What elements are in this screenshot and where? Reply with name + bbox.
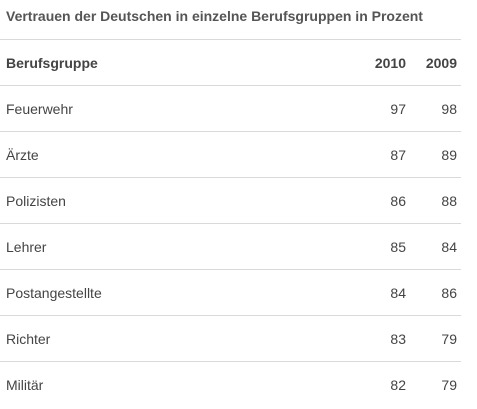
value-2010: 97 [390, 101, 406, 117]
table-header-row: Berufsgruppe 2010 2009 [0, 40, 461, 86]
occupation-name: Ärzte [6, 147, 39, 163]
occupation-name: Polizisten [6, 193, 66, 209]
value-2009: 98 [441, 101, 457, 117]
value-2010: 84 [390, 285, 406, 301]
value-2010: 85 [390, 239, 406, 255]
table-row: Polizisten 86 88 [0, 178, 461, 224]
value-2010: 86 [390, 193, 406, 209]
value-2009: 79 [441, 377, 457, 393]
value-2010: 82 [390, 377, 406, 393]
trust-table: Berufsgruppe 2010 2009 Feuerwehr 97 98 Ä… [0, 39, 461, 408]
table-row: Lehrer 85 84 [0, 224, 461, 270]
occupation-name: Richter [6, 331, 51, 347]
table-row: Postangestellte 84 86 [0, 270, 461, 316]
header-year-2010: 2010 [374, 55, 406, 71]
header-occupation-group: Berufsgruppe [6, 55, 98, 71]
value-2009: 79 [441, 331, 457, 347]
occupation-name: Lehrer [6, 239, 47, 255]
table-row: Militär 82 79 [0, 362, 461, 408]
value-2010: 87 [390, 147, 406, 163]
value-2009: 88 [441, 193, 457, 209]
value-2010: 83 [390, 331, 406, 347]
table-title: Vertrauen der Deutschen in einzelne Beru… [6, 8, 423, 24]
table-row: Richter 83 79 [0, 316, 461, 362]
header-year-2009: 2009 [425, 55, 457, 71]
occupation-name: Feuerwehr [6, 101, 73, 117]
occupation-name: Militär [6, 377, 44, 393]
table-row: Feuerwehr 97 98 [0, 86, 461, 132]
table-row: Ärzte 87 89 [0, 132, 461, 178]
value-2009: 89 [441, 147, 457, 163]
value-2009: 86 [441, 285, 457, 301]
occupation-name: Postangestellte [6, 285, 102, 301]
value-2009: 84 [441, 239, 457, 255]
